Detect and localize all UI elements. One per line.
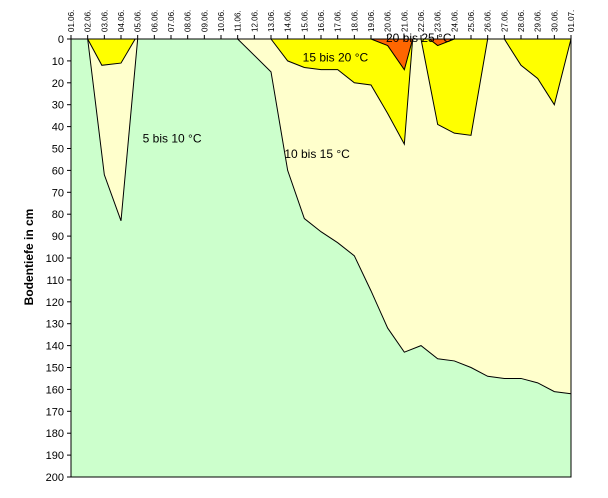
y-tick-label: 80: [52, 209, 64, 221]
y-tick-label: 40: [52, 122, 64, 134]
y-tick-label: 100: [46, 253, 64, 265]
y-tick-label: 200: [46, 472, 64, 484]
y-tick-label: 10: [52, 56, 64, 68]
x-tick-label: 01.07.: [567, 10, 576, 32]
band-label-2: 15 bis 20 °C: [303, 51, 369, 65]
x-tick-label: 28.06.: [517, 10, 526, 32]
x-tick-label: 07.06.: [167, 10, 176, 32]
y-tick-label: 0: [58, 34, 64, 46]
x-tick-label: 24.06.: [450, 10, 459, 32]
y-tick-label: 180: [46, 428, 64, 440]
axis-layer: 0 10 20 30 40 50 60 70 80 90 100 110 120 130 140 150 160…: [46, 10, 576, 484]
band-label-0: 5 bis 10 °C: [143, 132, 202, 146]
plot-layer: [71, 38, 572, 477]
x-tick-label: 18.06.: [350, 10, 359, 32]
x-tick-label: 17.06.: [334, 10, 343, 32]
area-series-1-region-1: [269, 38, 414, 146]
y-tick-label: 190: [46, 450, 64, 462]
y-tick-label: 120: [46, 297, 64, 309]
y-tick-label: 110: [46, 275, 64, 287]
x-tick-label: 26.06.: [484, 10, 493, 32]
y-tick-label: 70: [52, 187, 64, 199]
x-tick-label: 05.06.: [134, 10, 143, 32]
x-tick-label: 23.06.: [434, 10, 443, 32]
x-tick-label: 04.06.: [117, 10, 126, 32]
x-tick-label: 13.06.: [267, 10, 276, 32]
y-tick-label: 140: [46, 341, 64, 353]
x-tick-label: 12.06.: [250, 10, 259, 32]
x-tick-label: 02.06.: [84, 10, 93, 32]
x-tick-label: 06.06.: [150, 10, 159, 32]
y-tick-label: 90: [52, 231, 64, 243]
x-tick-label: 25.06.: [467, 10, 476, 32]
x-tick-label: 16.06.: [317, 10, 326, 32]
y-tick-label: 60: [52, 165, 64, 177]
x-tick-label: 01.06.: [67, 10, 76, 32]
x-tick-label: 09.06.: [200, 10, 209, 32]
x-tick-label: 14.06.: [284, 10, 293, 32]
band-label-1: 10 bis 15 °C: [284, 147, 350, 161]
x-tick-label: 15.06.: [300, 10, 309, 32]
x-tick-label: 27.06.: [500, 10, 509, 32]
y-tick-label: 20: [52, 78, 64, 90]
y-tick-label: 170: [46, 406, 64, 418]
x-tick-label: 20.06.: [384, 10, 393, 32]
y-tick-label: 130: [46, 319, 64, 331]
y-tick-label: 30: [52, 100, 64, 112]
x-tick-label: 11.06.: [234, 10, 243, 32]
x-tick-label: 03.06.: [100, 10, 109, 32]
x-tick-label: 30.06.: [550, 10, 559, 32]
x-tick-label: 29.06.: [534, 10, 543, 32]
x-tick-label: 19.06.: [367, 10, 376, 32]
label-layer: 5 bis 10 °C 10 bis 15 °C 15 bis 20 °C 20 bi…: [143, 31, 452, 161]
x-tick-label: 21.06.: [400, 10, 409, 32]
y-tick-label: 50: [52, 144, 64, 156]
x-tick-label: 08.06.: [184, 10, 193, 32]
y-tick-label: 150: [46, 363, 64, 375]
y-tick-label: 160: [46, 384, 64, 396]
x-tick-label: 22.06.: [417, 10, 426, 32]
x-tick-label: 10.06.: [217, 10, 226, 32]
band-label-3: 20 bis 25 °C: [386, 31, 452, 45]
y-axis-title: Bodentiefe in cm: [22, 209, 36, 306]
